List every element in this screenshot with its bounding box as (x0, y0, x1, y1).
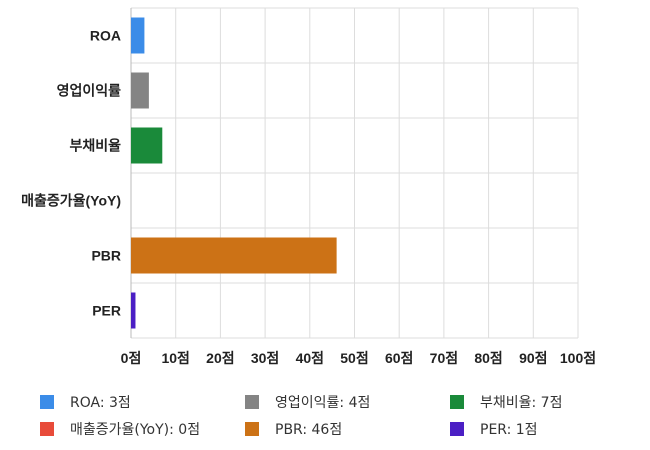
x-tick-label: 70점 (430, 350, 458, 366)
bar-5 (131, 292, 136, 329)
x-tick-label: 90점 (519, 350, 547, 366)
legend-label: PER: 1점 (480, 422, 538, 438)
legend-item-roa: ROA: 3점 (40, 392, 131, 412)
legend-swatch (245, 422, 259, 436)
category-label: 부채비율 (69, 138, 121, 154)
legend-item-operating-margin: 영업이익률: 4점 (245, 392, 370, 412)
category-label: PBR (91, 248, 121, 264)
legend-swatch (245, 395, 259, 409)
x-tick-label: 100점 (560, 350, 596, 366)
x-tick-labels: 0점 10점 20점 30점 40점 50점 60점 70점 80점 90점 100점 (121, 350, 596, 366)
x-tick-label: 30점 (251, 350, 279, 366)
category-label: 영업이익률 (57, 83, 122, 99)
legend-label: 매출증가율(YoY): 0점 (70, 422, 201, 438)
x-tick-label: 50점 (340, 350, 368, 366)
legend-item-per: PER: 1점 (450, 419, 538, 439)
x-tick-label: 40점 (296, 350, 324, 366)
x-tick-label: 60점 (385, 350, 413, 366)
legend-swatch (40, 395, 54, 409)
category-label: 매출증가율(YoY) (21, 193, 121, 209)
bar-0 (131, 17, 145, 54)
legend-item-debt-ratio: 부채비율: 7점 (450, 392, 562, 412)
legend-label: 영업이익률: 4점 (275, 395, 371, 411)
legend-swatch (450, 395, 464, 409)
x-tick-label: 0점 (121, 350, 142, 366)
legend-item-sales-growth: 매출증가율(YoY): 0점 (40, 419, 200, 439)
legend-swatch (40, 422, 54, 436)
grid-lines (130, 7, 579, 339)
x-tick-label: 10점 (161, 350, 189, 366)
legend-item-pbr: PBR: 46점 (245, 419, 342, 439)
bars (131, 17, 337, 329)
category-label: ROA (90, 28, 121, 44)
x-tick-label: 20점 (206, 350, 234, 366)
bar-2 (131, 127, 163, 164)
legend-label: ROA: 3점 (70, 395, 131, 411)
legend-label: 부채비율: 7점 (480, 395, 563, 411)
legend-label: PBR: 46점 (275, 422, 343, 438)
legend-swatch (450, 422, 464, 436)
bar-1 (131, 72, 149, 109)
x-tick-label: 80점 (474, 350, 502, 366)
bar-4 (131, 237, 337, 274)
category-label: PER (92, 303, 121, 319)
